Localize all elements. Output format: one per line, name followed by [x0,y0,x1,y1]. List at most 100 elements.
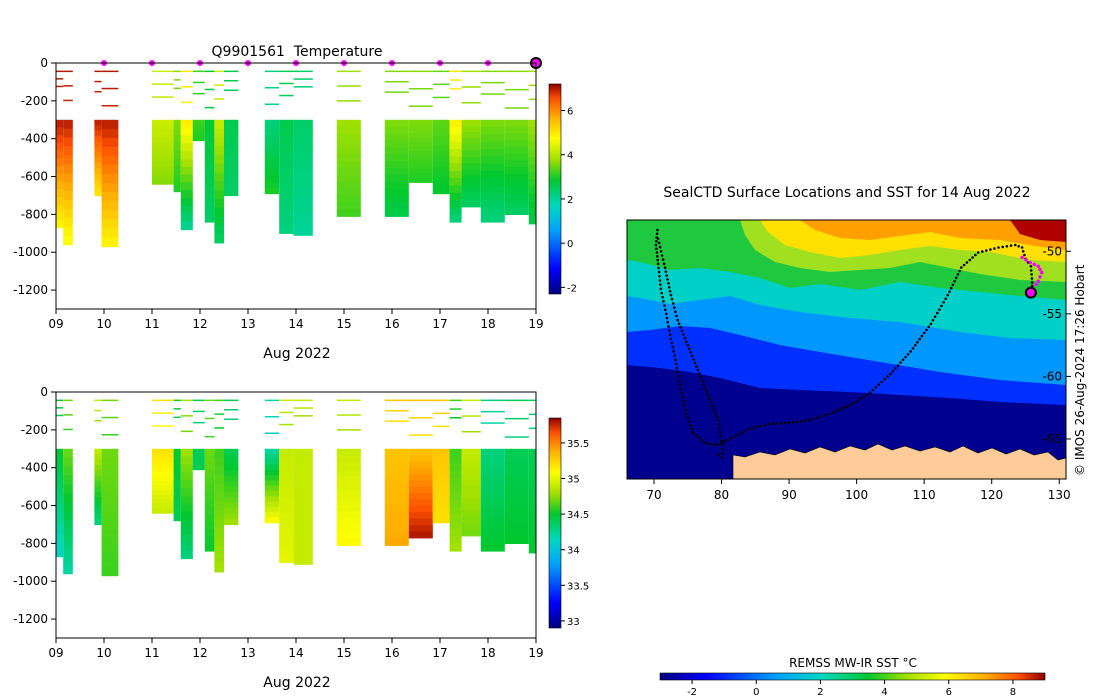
track-point [702,383,705,386]
profile-cell [293,119,313,129]
profile-cell [432,485,450,492]
profile-cell [279,136,294,145]
surface-line [63,99,73,102]
profile-cell [449,456,462,464]
surface-line [63,85,73,87]
profile-cell [461,119,481,127]
profile-cell [264,172,280,179]
profile-cell [204,119,215,128]
profile-cell [408,151,433,157]
profile-cell [449,521,462,530]
track-point [911,347,915,350]
profile-cell [180,495,193,505]
profile-cell [336,188,361,197]
profile-cell [528,500,536,509]
track-point [1005,245,1009,248]
profile-cell [504,133,529,141]
profile-cell [214,198,224,209]
x-tick-label: 11 [144,646,159,660]
track-point [657,241,661,245]
surface-line [63,414,73,416]
track-point [708,397,711,401]
profile-cell [449,178,462,187]
surface-line [528,413,536,416]
profile-cell [336,174,361,183]
surface-line [224,399,239,402]
profile-cell [101,146,119,157]
profile-cell [173,469,181,475]
surface-line [101,105,119,107]
profile-cell [101,494,119,504]
profile-cell [63,173,73,183]
profile-cell [461,448,481,456]
track-point [889,372,892,376]
profile-cell [56,166,64,175]
colorbar-tick-label: 35 [567,475,580,486]
profile-cell [214,563,224,573]
profile-cell [384,119,409,128]
profile-cell [336,161,361,169]
profile-cell [279,489,294,498]
profile-cell [180,159,193,168]
profile-cell [336,510,361,519]
x-tick-label: 14 [288,646,303,660]
profile-column [224,119,239,197]
profile-cell [408,493,433,501]
profile-cell [293,218,313,228]
profile-cell [384,538,409,546]
surface-line [279,423,294,426]
profile-cell [461,188,481,195]
profile-cell [432,512,450,518]
surface-line [56,85,64,88]
surface-line [504,436,529,438]
track-point [703,441,706,445]
temperature-colorbar [548,83,562,295]
profile-cell [94,459,102,466]
profile-cell [204,141,215,150]
track-point [687,420,691,423]
colorbar-tick-label: 34.5 [567,510,589,521]
profile-cell [101,156,119,166]
profile-cell [56,456,64,465]
profile-cell [432,140,450,147]
surface-line [504,88,529,91]
surface-line [432,399,450,402]
profile-cell [528,194,536,203]
profile-cell [173,448,181,455]
profile-cell [152,471,174,477]
profile-cell [449,134,462,143]
profile-cell [63,155,73,165]
profile-cell [214,128,224,138]
profile-cell [264,454,280,460]
track-point [673,354,676,357]
x-tick-label: 12 [192,646,207,660]
profile-cell [204,200,215,208]
track-point [997,246,1000,249]
y-tick-label: -1200 [13,612,48,626]
profile-cell [192,453,205,456]
profile-cell [56,135,64,144]
last-position-marker [1024,286,1037,299]
profile-cell [384,133,409,142]
profile-cell [192,119,205,122]
profile-cell [173,119,181,126]
profile-cell [432,188,450,195]
surface-line [180,415,193,417]
track-point [675,366,679,370]
profile-column [432,119,450,195]
surface-line [152,399,174,402]
surface-line [480,70,505,73]
profile-cell [173,135,181,141]
profile-cell [432,448,450,455]
track-point [703,386,707,390]
temperature-xlabel: Aug 2022 [263,346,330,362]
x-tick-label: 15 [336,317,351,331]
track-point [656,262,660,266]
profile-cell [56,212,64,221]
surface-line [192,70,205,73]
sst-colorbar-tick-label: 2 [817,687,823,698]
surface-line [480,93,505,95]
y-tick-label: -600 [21,170,48,184]
profile-cell [180,213,193,223]
profile-cell [204,463,215,472]
